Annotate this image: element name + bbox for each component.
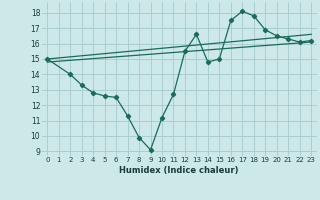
X-axis label: Humidex (Indice chaleur): Humidex (Indice chaleur) [119,166,239,175]
